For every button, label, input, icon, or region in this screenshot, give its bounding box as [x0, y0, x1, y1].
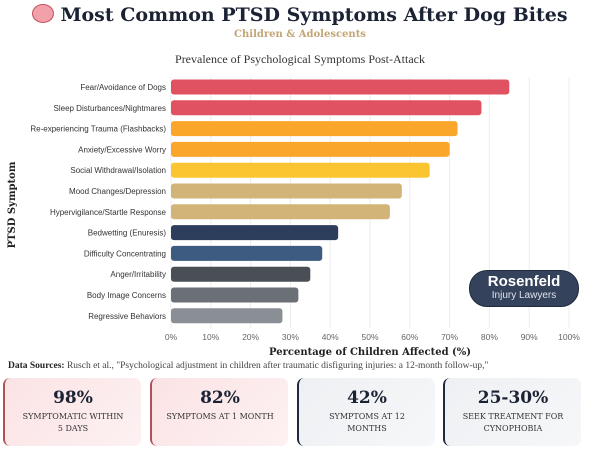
x-tick-label: 80% — [481, 332, 498, 342]
y-tick-label: Body Image Concerns — [87, 291, 166, 300]
bar — [171, 162, 430, 178]
bar — [171, 245, 323, 261]
sources-text: Rusch et al., "Psychological adjustment … — [66, 361, 489, 371]
bar — [171, 79, 510, 95]
bar — [171, 287, 299, 303]
y-tick-label: Fear/Avoidance of Dogs — [80, 83, 166, 92]
chart-title: Prevalence of Psychological Symptoms Pos… — [175, 52, 425, 66]
y-tick-label: Hypervigilance/Startle Response — [50, 208, 167, 217]
stat-label: SYMPTOMATIC WITHIN 5 DAYS — [22, 412, 124, 433]
rosenfeld-logo: Rosenfeld Injury Lawyers — [469, 270, 579, 307]
stat-value: 42% — [347, 388, 387, 408]
x-tick-label: 50% — [361, 332, 378, 342]
bar — [171, 308, 283, 324]
y-tick-label: Anger/Irritability — [110, 270, 166, 279]
x-axis-label: Percentage of Children Affected (%) — [269, 347, 471, 358]
x-tick-label: 20% — [242, 332, 259, 342]
y-axis-label: PTSD Symptom — [7, 161, 18, 248]
brain-icon — [32, 4, 55, 23]
subtitle: Children & Adolescents — [234, 29, 366, 40]
y-tick-label: Social Withdrawal/Isolation — [70, 166, 166, 175]
y-tick-label: Regressive Behaviors — [88, 312, 166, 321]
x-tick-label: 30% — [282, 332, 299, 342]
y-tick-label: Sleep Disturbances/Nightmares — [54, 104, 167, 113]
bar — [171, 204, 390, 220]
stat-label: SYMPTOMS AT 12 MONTHS — [329, 412, 405, 433]
bar — [171, 100, 482, 116]
bar-chart: 0% 10% 20% 30% 40% 50% 60% 70% 80% 90% 100% Fear/Av… — [7, 77, 580, 358]
y-tick-label: Re-experiencing Trauma (Flashbacks) — [30, 125, 166, 134]
stat-card: 98% SYMPTOMATIC WITHIN 5 DAYS — [3, 378, 141, 446]
y-tick-label: Bedwetting (Enuresis) — [88, 229, 167, 238]
y-tick-label: Mood Changes/Depression — [69, 187, 166, 196]
x-tick-label: 10% — [202, 332, 219, 342]
bar — [171, 266, 311, 282]
bar — [171, 121, 458, 137]
stat-card: 82% SYMPTOMS AT 1 MONTH — [150, 378, 288, 446]
page-title: Most Common PTSD Symptoms After Dog Bite… — [0, 4, 600, 26]
sources-label: Data Sources: — [8, 361, 65, 371]
stat-label: SEEK TREATMENT FOR CYNOPHOBIA — [462, 412, 564, 433]
stat-value: 25-30% — [477, 388, 549, 408]
bar — [171, 141, 450, 157]
stat-card: 42% SYMPTOMS AT 12 MONTHS — [297, 378, 435, 446]
stat-value: 98% — [53, 388, 93, 408]
x-tick-label: 0% — [165, 332, 178, 342]
title-text: Most Common PTSD Symptoms After Dog Bite… — [60, 4, 568, 26]
bar — [171, 225, 339, 241]
stat-card: 25-30% SEEK TREATMENT FOR CYNOPHOBIA — [443, 378, 581, 446]
bar — [171, 183, 402, 199]
data-sources: Data Sources: Rusch et al., "Psychologic… — [8, 361, 488, 371]
stat-label: SYMPTOMS AT 1 MONTH — [166, 412, 274, 421]
y-tick-label: Anxiety/Excessive Worry — [78, 145, 166, 154]
logo-line2: Injury Lawyers — [491, 290, 557, 301]
x-tick-label: 100% — [558, 332, 580, 342]
x-tick-label: 60% — [401, 332, 418, 342]
x-tick-label: 90% — [521, 332, 538, 342]
x-tick-label: 70% — [441, 332, 458, 342]
stat-value: 82% — [200, 388, 240, 408]
x-tick-label: 40% — [322, 332, 339, 342]
logo-line1: Rosenfeld — [487, 273, 561, 290]
y-tick-label: Difficulty Concentrating — [84, 249, 166, 258]
